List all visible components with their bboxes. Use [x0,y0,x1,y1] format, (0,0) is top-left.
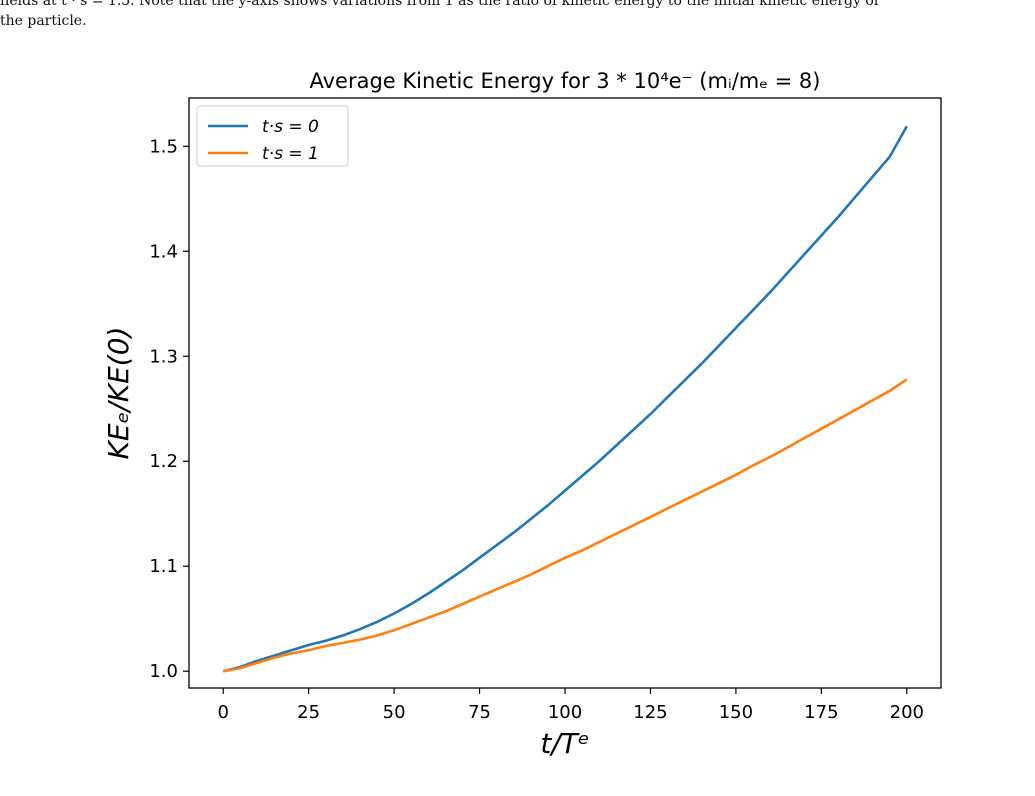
x-tick-label: 200 [890,702,924,723]
caption-line-2: the particle. [0,13,87,29]
series-line-1 [222,378,908,673]
x-tick-label: 100 [548,702,582,723]
legend: t·s = 0 t·s = 1 [196,105,349,167]
y-tick-label: 1.0 [149,661,178,682]
caption-line-1: fields at t · s = 1.5. Note that the y-a… [0,0,879,9]
x-tick-label: 125 [633,702,667,723]
chart-title: Average Kinetic Energy for 3 * 10⁴e⁻ (mᵢ… [309,69,820,93]
x-tick-label: 50 [383,702,406,723]
x-tick-label: 75 [468,702,491,723]
x-axis-label: t/Tᵉ [540,727,589,760]
y-tick-label: 1.5 [149,136,178,157]
y-axis-label: KEₑ/KE(0) [102,327,135,460]
x-tick-label: 150 [719,702,753,723]
legend-label-1: t·s = 1 [262,144,319,164]
x-tick-label: 25 [297,702,320,723]
y-tick-label: 1.2 [149,451,178,472]
plot-frame [188,97,942,689]
legend-box [196,105,349,167]
legend-label-0: t·s = 0 [262,117,319,137]
y-tick-label: 1.1 [149,556,178,577]
y-tick-label: 1.3 [149,346,178,367]
x-tick-label: 0 [217,702,228,723]
series-line-0 [222,125,908,673]
x-tick-label: 175 [804,702,838,723]
y-tick-label: 1.4 [149,241,178,262]
